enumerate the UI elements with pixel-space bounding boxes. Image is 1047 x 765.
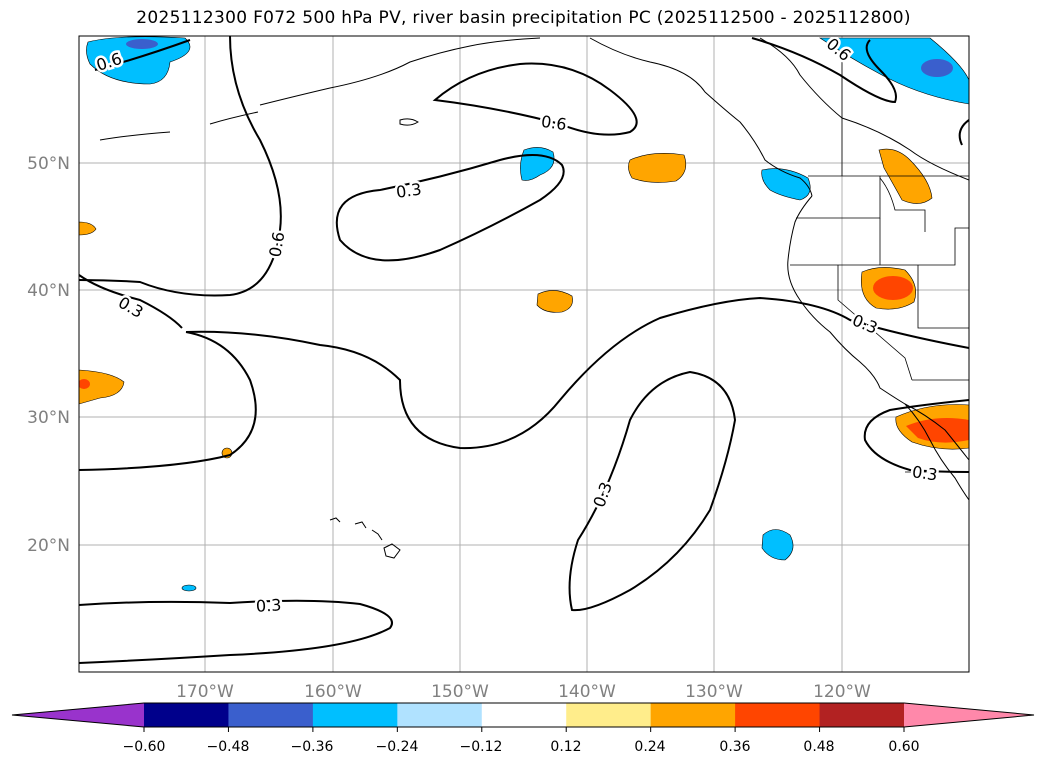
contour-label: 0.6 <box>540 112 568 134</box>
lat-label: 40°N <box>27 281 70 301</box>
colorbar-segment <box>397 703 483 727</box>
lon-label: 130°W <box>685 682 743 702</box>
map-panel <box>79 36 969 672</box>
contour-label: 0.3 <box>911 462 939 484</box>
precip-blob-negative <box>761 529 794 561</box>
colorbar-tick-label: −0.60 <box>123 739 166 755</box>
colorbar-tick-label: −0.12 <box>460 739 503 755</box>
colorbar-tick-label: −0.48 <box>207 739 250 755</box>
colorbar-extend-high <box>904 703 1034 727</box>
lat-label: 30°N <box>27 408 70 428</box>
colorbar-segment <box>312 703 398 727</box>
colorbar-tick-label: 0.12 <box>550 739 581 755</box>
precip-blob-negative <box>819 37 969 105</box>
precip-blob-positive <box>79 369 125 405</box>
lon-label: 140°W <box>558 682 616 702</box>
precip-blob-strong-positive <box>906 418 969 443</box>
colorbar-tick-label: −0.36 <box>291 739 334 755</box>
contour-label: 0.3 <box>255 595 281 615</box>
colorbar-segment <box>735 703 821 727</box>
precip-blob-strong-negative <box>126 39 158 49</box>
precip-blob-negative <box>761 168 811 201</box>
map-frame <box>78 35 970 673</box>
colorbar-segment <box>650 703 736 727</box>
precip-blob-strong-positive <box>79 379 90 389</box>
lon-label: 170°W <box>176 682 234 702</box>
colorbar-tick-label: 0.48 <box>803 739 834 755</box>
precip-blob-positive <box>628 153 687 183</box>
lon-label: 150°W <box>431 682 489 702</box>
colorbar-extend-low <box>12 703 144 727</box>
colorbar-segment <box>566 703 652 727</box>
colorbar-segment <box>819 703 905 727</box>
colorbar-segment <box>228 703 314 727</box>
colorbar-segment <box>481 703 567 727</box>
precip-blob-strong-positive <box>873 276 913 300</box>
colorbar-tick-label: 0.36 <box>719 739 750 755</box>
lon-label: 120°W <box>813 682 871 702</box>
lat-label: 50°N <box>27 154 70 174</box>
lat-label: 20°N <box>27 536 70 556</box>
colorbar-ticks: −0.60 −0.48 −0.36 −0.24 −0.12 0.12 0.24 … <box>123 739 920 755</box>
colorbar-tick-label: 0.24 <box>634 739 665 755</box>
lon-label: 160°W <box>304 682 362 702</box>
colorbar <box>11 702 1035 732</box>
precip-blob-negative <box>181 584 197 592</box>
colorbar-tick-label: −0.24 <box>376 739 419 755</box>
contour-label: 0.3 <box>395 179 423 201</box>
precip-blob-positive <box>79 221 97 236</box>
precip-blob-positive <box>536 290 573 313</box>
precip-blob-strong-negative <box>921 59 953 77</box>
coastlines <box>99 37 969 559</box>
map-title: 2025112300 F072 500 hPa PV, river basin … <box>136 8 911 28</box>
colorbar-tick-label: 0.60 <box>888 739 919 755</box>
colorbar-segment <box>144 703 229 727</box>
pv-contours <box>79 36 969 664</box>
